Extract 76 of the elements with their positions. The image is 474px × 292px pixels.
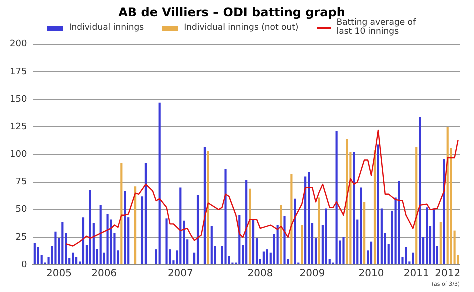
legend-label: Batting average of last 10 innings [336, 18, 418, 37]
bar [432, 208, 436, 264]
bar [346, 139, 348, 264]
bar [276, 225, 279, 264]
x-tick-label: 2006 [92, 268, 118, 280]
bar [290, 174, 293, 264]
bar [284, 216, 286, 264]
bar [210, 226, 213, 264]
y-tick-label: 75 [16, 178, 28, 188]
y-tick-label: 200 [10, 40, 28, 50]
bar [252, 220, 255, 264]
bar [224, 169, 227, 264]
bar [336, 132, 338, 264]
x-tick-label: 2007 [168, 268, 194, 280]
bar [364, 202, 366, 264]
bar [419, 117, 422, 264]
x-tick-label: 2008 [248, 268, 274, 280]
bar [124, 191, 126, 264]
bar [398, 181, 400, 264]
bar [72, 252, 74, 264]
bar [266, 250, 268, 264]
bar [280, 205, 282, 264]
y-tick-label: 50 [16, 205, 28, 216]
bar [416, 146, 418, 264]
bar [412, 252, 414, 264]
bar [180, 188, 182, 264]
bar [308, 172, 310, 264]
legend-label: Individual innings (not out) [184, 22, 299, 32]
bar [426, 208, 428, 264]
bar [89, 190, 92, 264]
bar [106, 214, 109, 264]
bar [301, 225, 304, 264]
bar [82, 218, 85, 264]
bar [325, 208, 328, 264]
chart-title: AB de Villiers – ODI batting graph [118, 5, 346, 20]
x-tick-label: 2011 [404, 268, 430, 280]
y-tick-label: 100 [10, 150, 28, 160]
bar [76, 257, 78, 264]
y-tick-label: 150 [10, 94, 28, 105]
bar [34, 242, 36, 264]
bar [294, 198, 296, 264]
bar [246, 180, 248, 264]
x-tick-label: 2009 [300, 268, 326, 280]
bar [377, 144, 380, 264]
x-tick-label: 2012 [435, 268, 461, 280]
bar [405, 247, 408, 264]
y-tick-label: 25 [16, 232, 28, 243]
bar [360, 188, 362, 264]
bar [262, 252, 265, 264]
x-tick-label: 2010 [358, 268, 384, 280]
y-tick-label: 0 [21, 260, 28, 270]
bar [370, 242, 373, 264]
bar [158, 102, 161, 264]
bar [120, 164, 123, 264]
bar [304, 176, 307, 264]
bar [249, 188, 252, 264]
bar [134, 186, 137, 264]
bar [144, 164, 147, 264]
bar [54, 232, 57, 264]
legend-label: Individual innings [69, 22, 144, 32]
bar [440, 222, 442, 264]
bar [204, 146, 206, 264]
y-tick-label: 125 [10, 122, 28, 132]
bar [37, 247, 40, 264]
bar [374, 150, 376, 264]
bar [446, 127, 449, 264]
y-tick-label: 175 [10, 67, 28, 78]
bar [342, 237, 345, 264]
bar [100, 205, 102, 264]
x-tick-label: 2005 [46, 268, 72, 280]
bar [166, 218, 168, 264]
bar [353, 152, 356, 264]
bar [196, 196, 200, 264]
bar [318, 198, 320, 264]
bar [207, 151, 210, 264]
bar [62, 222, 64, 264]
